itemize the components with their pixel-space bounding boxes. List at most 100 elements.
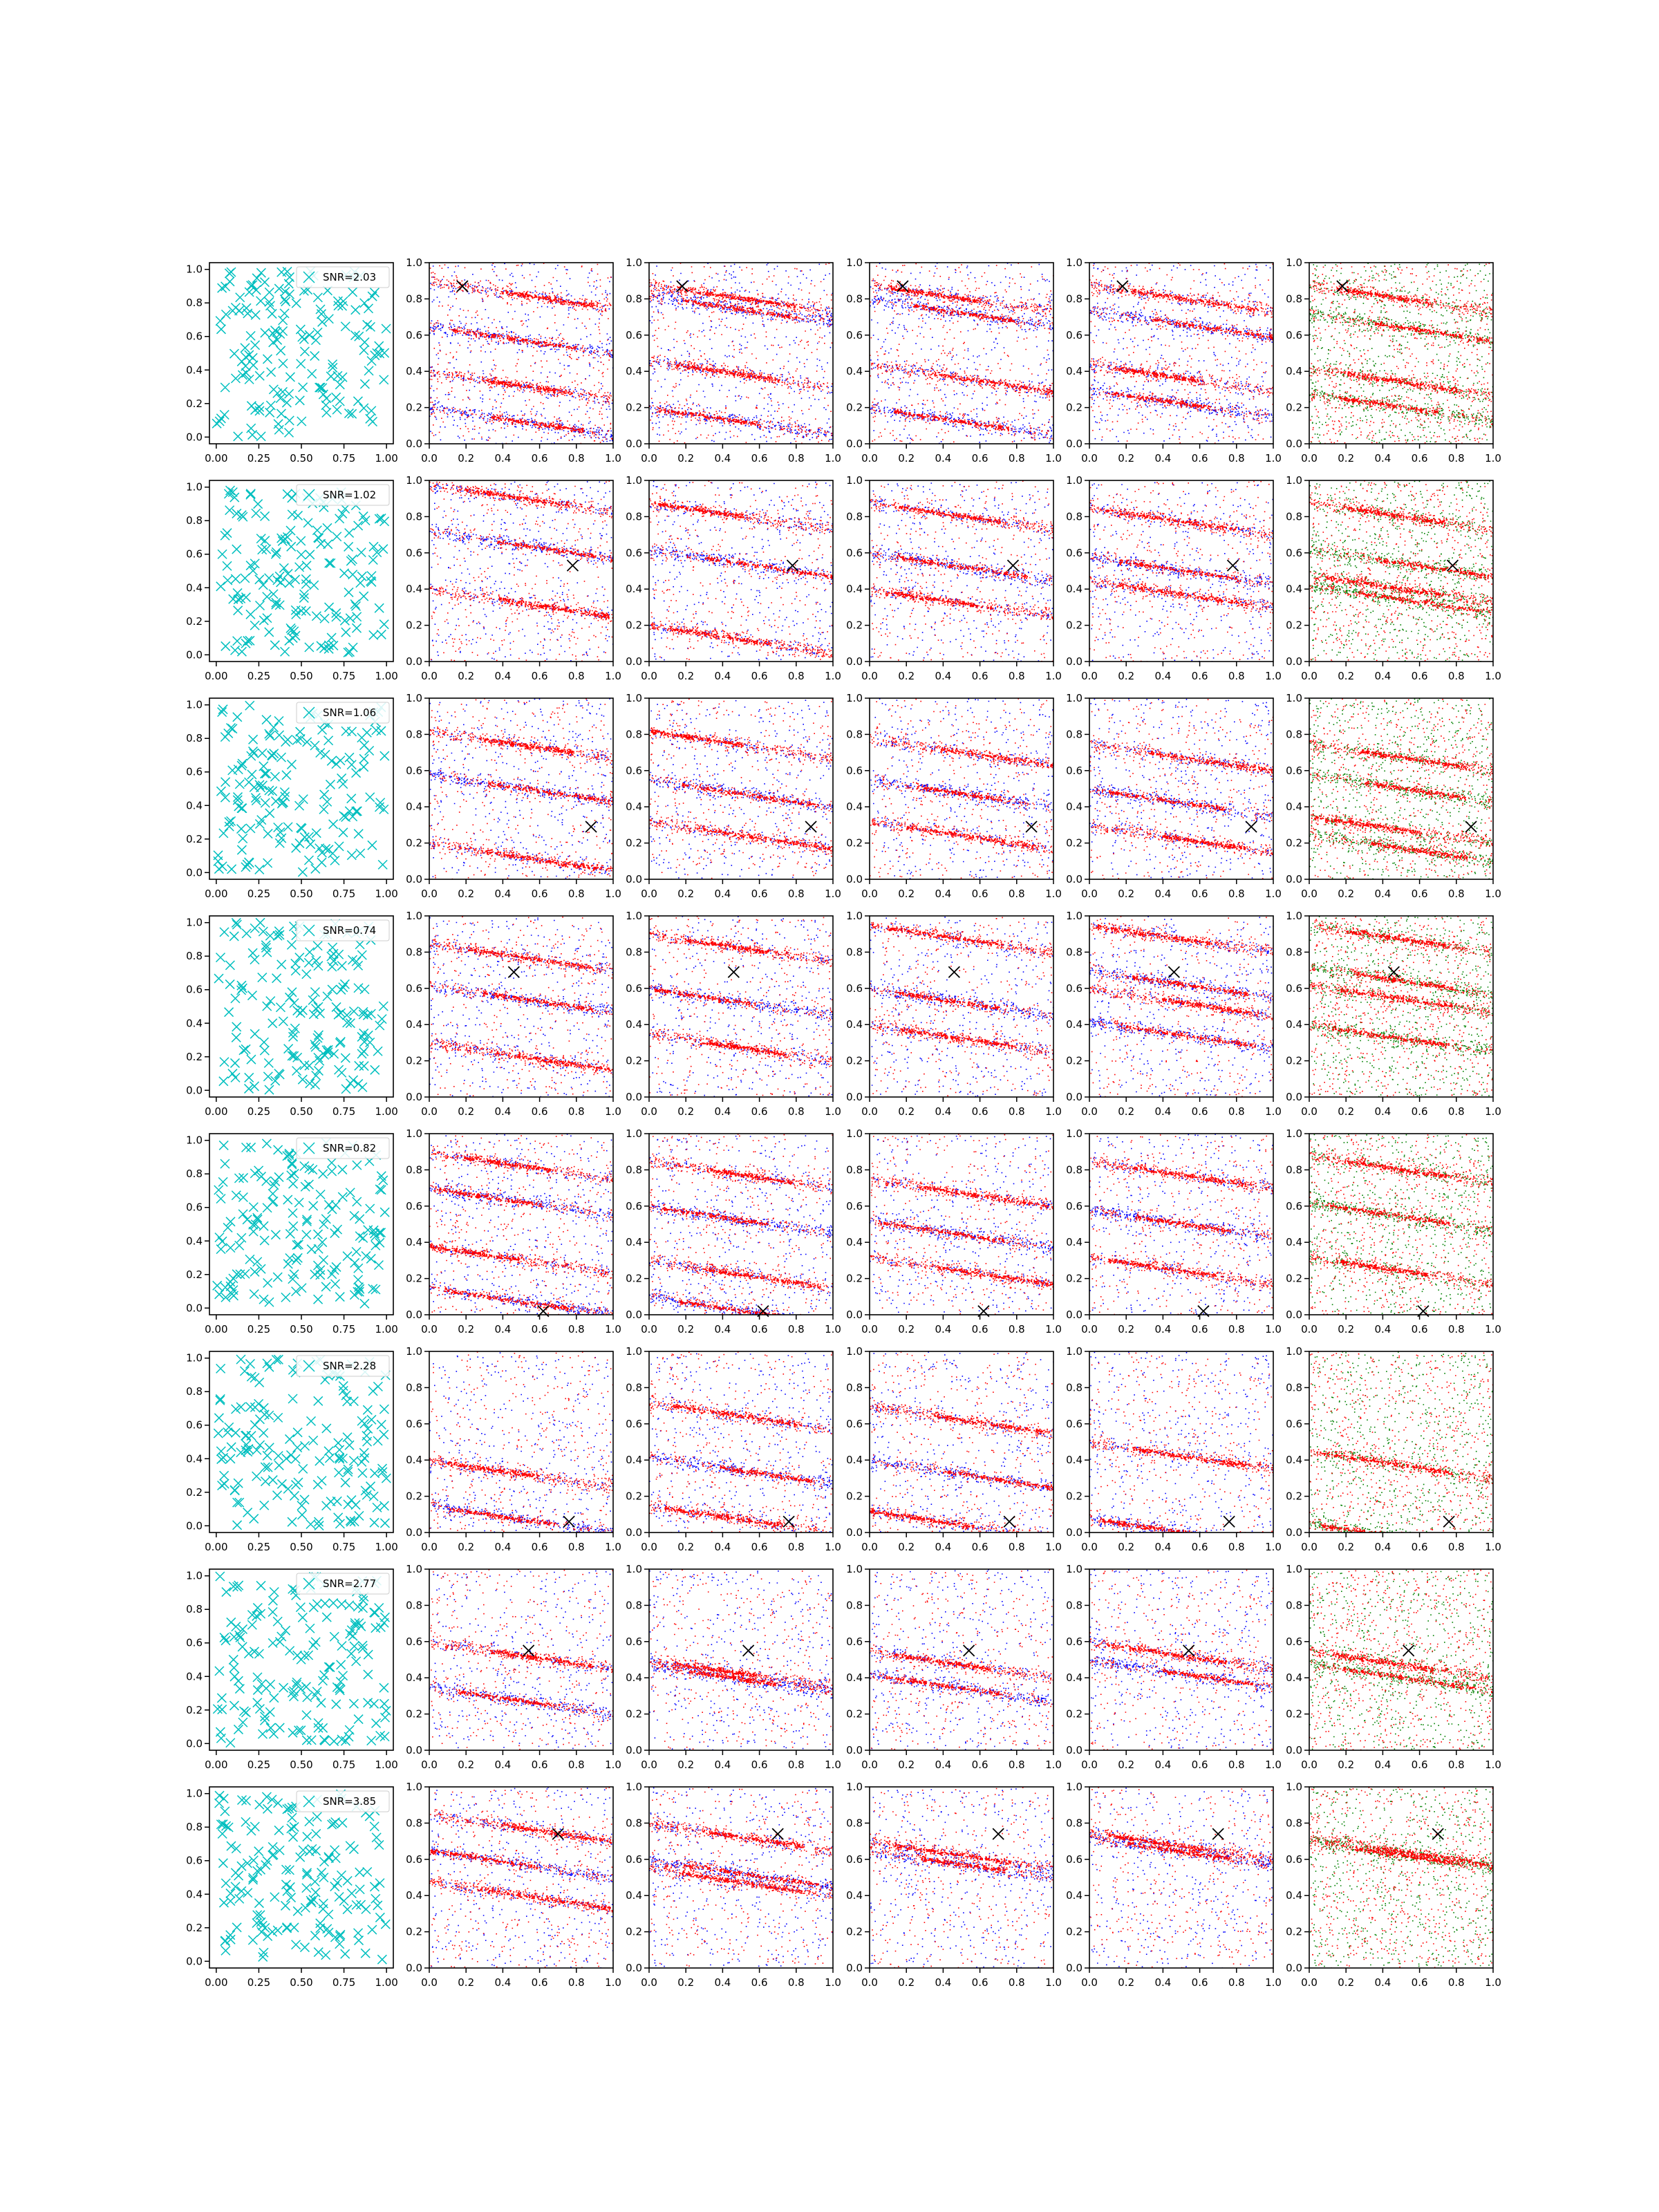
- y-tick-label: 0.0: [186, 1737, 203, 1750]
- x-tick-label: 0.4: [1374, 1105, 1391, 1118]
- y-tick-label: 0.2: [1286, 1273, 1302, 1285]
- y-tick-label: 1.0: [1286, 1345, 1302, 1358]
- x-tick-label: 1.0: [825, 1759, 841, 1771]
- y-tick-label: 1.0: [1286, 910, 1302, 922]
- x-tick-label: 0.4: [1154, 888, 1171, 900]
- y-tick-label: 0.4: [406, 1236, 422, 1248]
- x-tick-label: 0.2: [458, 452, 474, 465]
- x-tick-label: 1.0: [1485, 670, 1501, 682]
- y-tick-label: 0.0: [1286, 1309, 1302, 1321]
- y-tick-label: 0.4: [626, 1454, 642, 1466]
- x-tick-label: 0.4: [714, 452, 731, 465]
- x-tick-label: 0.6: [751, 1323, 768, 1335]
- x-tick-label: 0.0: [861, 1541, 878, 1553]
- y-tick-label: 0.0: [626, 1962, 642, 1974]
- x-tick-label: 0.2: [1118, 1541, 1134, 1553]
- y-tick-label: 1.0: [186, 917, 203, 929]
- x-tick-label: 0.4: [714, 670, 731, 682]
- legend-label: SNR=3.85: [323, 1795, 376, 1808]
- x-tick-label: 0.8: [1228, 888, 1245, 900]
- y-tick-label: 0.0: [186, 1955, 203, 1967]
- y-tick-label: 0.6: [846, 1418, 863, 1430]
- x-tick-label: 1.00: [375, 888, 397, 900]
- y-tick-label: 1.0: [406, 256, 422, 269]
- y-tick-label: 0.4: [1286, 1018, 1302, 1031]
- legend: SNR=0.74: [297, 920, 389, 941]
- x-tick-label: 0.2: [458, 1759, 474, 1771]
- x-tick-label: 0.25: [247, 1976, 270, 1989]
- y-tick-label: 0.8: [186, 1385, 203, 1398]
- x-tick-label: 0.0: [861, 670, 878, 682]
- y-tick-label: 0.2: [1286, 402, 1302, 414]
- x-tick-label: 0.00: [205, 888, 227, 900]
- y-tick-label: 1.0: [626, 692, 642, 704]
- y-tick-label: 0.0: [626, 1091, 642, 1103]
- y-tick-label: 0.6: [406, 765, 422, 777]
- x-tick-label: 0.8: [1009, 888, 1025, 900]
- x-tick-label: 0.6: [972, 888, 988, 900]
- y-tick-label: 0.2: [406, 619, 422, 632]
- x-tick-label: 1.0: [1045, 1976, 1062, 1989]
- x-tick-label: 0.6: [532, 1323, 548, 1335]
- x-tick-label: 0.4: [494, 888, 511, 900]
- legend-label: SNR=2.77: [323, 1577, 376, 1590]
- y-tick-label: 0.0: [1066, 873, 1082, 885]
- y-tick-label: 0.0: [626, 655, 642, 668]
- x-tick-label: 0.0: [421, 1759, 438, 1771]
- y-tick-label: 0.8: [1286, 1817, 1302, 1829]
- x-tick-label: 0.4: [1374, 1759, 1391, 1771]
- x-tick-label: 0.2: [677, 1323, 694, 1335]
- y-tick-label: 0.2: [1286, 1490, 1302, 1503]
- x-tick-label: 0.6: [1192, 670, 1208, 682]
- y-tick-label: 0.0: [1066, 1744, 1082, 1756]
- y-tick-label: 0.6: [1286, 1853, 1302, 1866]
- y-tick-label: 0.8: [626, 1163, 642, 1176]
- x-tick-label: 0.2: [1338, 1759, 1354, 1771]
- y-tick-label: 0.2: [1066, 1055, 1082, 1067]
- y-tick-label: 1.0: [1286, 1781, 1302, 1793]
- x-tick-label: 0.8: [1228, 1323, 1245, 1335]
- y-tick-label: 0.6: [186, 984, 203, 996]
- y-tick-label: 0.2: [846, 1708, 863, 1721]
- y-tick-label: 1.0: [846, 256, 863, 269]
- x-tick-label: 0.4: [935, 1759, 951, 1771]
- x-tick-label: 0.2: [677, 1759, 694, 1771]
- y-tick-label: 0.0: [186, 1302, 203, 1314]
- x-tick-label: 0.2: [1118, 670, 1134, 682]
- x-tick-label: 0.4: [935, 1105, 951, 1118]
- y-tick-label: 0.0: [406, 1091, 422, 1103]
- x-tick-label: 1.00: [375, 1759, 397, 1771]
- y-tick-label: 0.8: [626, 1381, 642, 1394]
- y-tick-label: 1.0: [1286, 256, 1302, 269]
- y-tick-label: 0.0: [1286, 1962, 1302, 1974]
- x-tick-label: 1.00: [375, 1323, 397, 1335]
- y-tick-label: 0.4: [1286, 1454, 1302, 1466]
- y-tick-label: 0.6: [1286, 1418, 1302, 1430]
- y-tick-label: 0.8: [1286, 1381, 1302, 1394]
- x-tick-label: 0.8: [1009, 452, 1025, 465]
- y-tick-label: 0.0: [406, 1309, 422, 1321]
- y-tick-label: 1.0: [626, 256, 642, 269]
- y-tick-label: 0.2: [1066, 619, 1082, 632]
- y-tick-label: 0.2: [186, 833, 203, 845]
- x-tick-label: 0.2: [898, 1541, 915, 1553]
- y-tick-label: 0.4: [186, 1670, 203, 1683]
- x-tick-label: 0.00: [205, 1759, 227, 1771]
- y-tick-label: 0.0: [846, 1309, 863, 1321]
- y-tick-label: 0.2: [846, 1055, 863, 1067]
- y-tick-label: 0.2: [626, 1708, 642, 1721]
- x-tick-label: 0.8: [1448, 670, 1465, 682]
- y-tick-label: 1.0: [626, 474, 642, 487]
- y-tick-label: 0.6: [626, 1200, 642, 1212]
- x-tick-label: 0.6: [532, 452, 548, 465]
- y-tick-label: 0.4: [186, 1888, 203, 1900]
- y-tick-label: 0.2: [186, 1704, 203, 1716]
- x-tick-label: 1.0: [1485, 1105, 1501, 1118]
- x-tick-label: 0.4: [1154, 1105, 1171, 1118]
- y-tick-label: 0.2: [1286, 837, 1302, 850]
- x-tick-label: 1.0: [1045, 1105, 1062, 1118]
- y-tick-label: 0.4: [1066, 1671, 1082, 1684]
- y-tick-label: 0.6: [626, 1418, 642, 1430]
- y-tick-label: 0.8: [186, 950, 203, 962]
- y-tick-label: 0.4: [1066, 1454, 1082, 1466]
